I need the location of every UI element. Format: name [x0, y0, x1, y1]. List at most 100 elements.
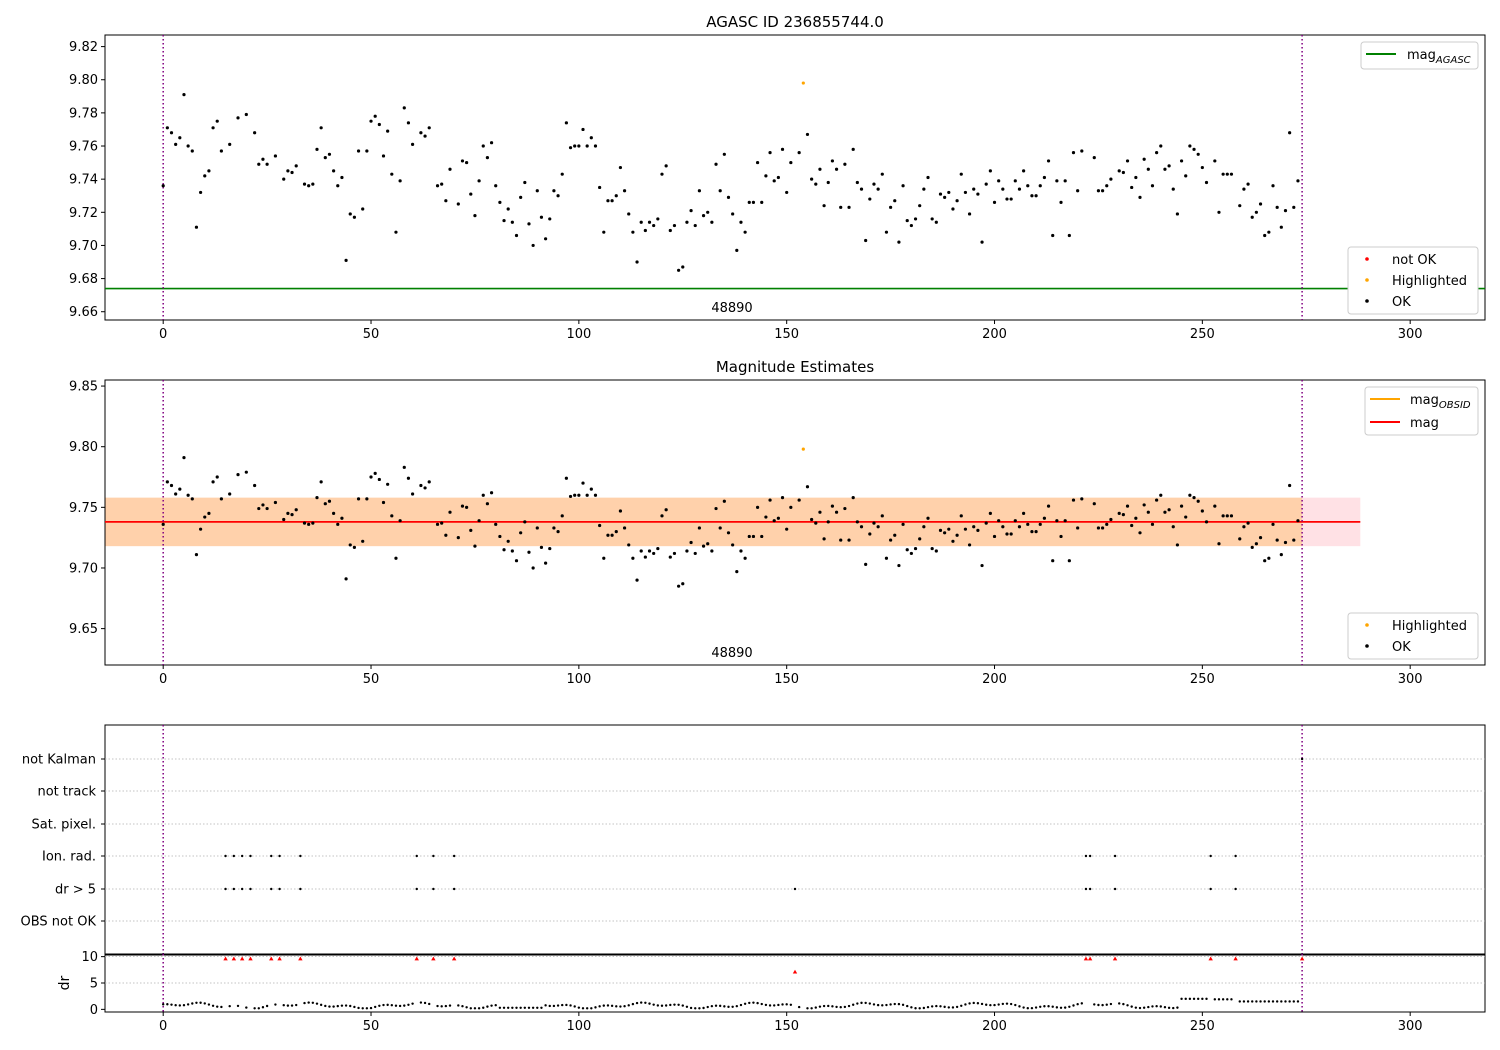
dr-point — [1230, 998, 1233, 1001]
dr-point — [216, 1005, 219, 1008]
dr-point — [398, 1004, 402, 1008]
y-tick-label: 5 — [90, 977, 98, 992]
dr-point — [831, 1005, 834, 1008]
ok-point — [868, 197, 872, 201]
flag-marker — [270, 887, 273, 891]
dr-outlier-marker — [414, 956, 419, 961]
ok-point — [656, 217, 660, 221]
ok-point — [934, 220, 938, 224]
ok-point — [473, 214, 477, 218]
dr-point — [980, 1002, 984, 1006]
dr-point — [1105, 1003, 1108, 1006]
ok-point — [244, 112, 248, 117]
ok-point — [677, 584, 681, 588]
dr-outlier-marker — [1208, 956, 1213, 961]
dr-outlier-marker — [1083, 956, 1089, 961]
ok-point — [1001, 525, 1005, 529]
dr-point — [174, 1003, 177, 1007]
ok-point — [1100, 189, 1105, 193]
ok-point — [460, 504, 465, 508]
dr-point — [906, 1004, 909, 1008]
ok-point — [203, 174, 207, 178]
ok-point — [951, 539, 955, 543]
dr-point — [1118, 1002, 1121, 1005]
ok-point — [456, 536, 460, 540]
ok-point — [423, 134, 427, 138]
dr-point — [344, 1004, 348, 1007]
ok-point — [560, 172, 564, 176]
ok-point — [627, 212, 631, 216]
ok-point — [585, 144, 589, 148]
dr-point — [386, 1003, 389, 1007]
ok-point — [1046, 504, 1051, 508]
dr-point — [640, 1001, 643, 1004]
ok-point — [810, 177, 814, 181]
dr-point — [731, 1005, 734, 1009]
dr-point — [236, 1004, 240, 1008]
x-tick-label: 50 — [363, 327, 380, 342]
ok-point — [1030, 529, 1034, 534]
ok-point — [1071, 498, 1076, 502]
ok-point — [1013, 519, 1017, 523]
ok-point — [1042, 516, 1046, 520]
dr-point — [290, 1004, 294, 1007]
ok-point — [1146, 510, 1150, 514]
dr-point — [569, 1004, 572, 1007]
ok-point — [1292, 205, 1296, 209]
dr-point — [623, 1005, 626, 1008]
x-tick-label: 150 — [774, 672, 799, 687]
ok-point — [1055, 179, 1059, 183]
ok-point — [826, 180, 830, 185]
ok-point — [772, 179, 776, 183]
ok-point — [660, 172, 664, 176]
ok-point — [818, 167, 822, 171]
ok-point — [506, 207, 510, 211]
ok-point — [1175, 212, 1180, 216]
ok-point — [859, 187, 864, 191]
ok-point — [706, 210, 710, 214]
ok-point — [398, 179, 402, 183]
dr-outlier-marker — [248, 956, 253, 961]
ok-point — [381, 154, 386, 158]
panel1-legend-agasc: magAGASC — [1360, 41, 1479, 70]
ok-point — [169, 131, 174, 135]
ok-point — [552, 189, 556, 193]
ok-point — [1076, 526, 1080, 530]
ok-point — [211, 480, 215, 484]
ok-point — [1117, 511, 1121, 516]
ok-point — [943, 531, 947, 535]
dr-point — [494, 1003, 497, 1007]
dr-outlier-marker — [792, 969, 798, 974]
panel1-axes-frame — [104, 34, 1486, 321]
ok-point — [548, 546, 552, 551]
ok-point — [344, 258, 348, 262]
dr-point — [191, 1002, 194, 1005]
dr-point — [1280, 1000, 1283, 1003]
dr-point — [818, 1005, 822, 1008]
dr-point — [806, 1007, 809, 1010]
ok-point — [1283, 209, 1288, 213]
ok-point — [506, 539, 510, 543]
flag-marker — [452, 887, 456, 891]
ok-point — [747, 200, 751, 204]
legend-mag-label: mag — [1410, 416, 1439, 431]
ok-point — [1117, 169, 1121, 173]
ok-point — [1026, 184, 1030, 188]
dr-point — [681, 1004, 684, 1007]
ok-point — [494, 184, 498, 188]
ok-point — [1192, 147, 1196, 151]
dr-point — [477, 1007, 481, 1010]
ok-point — [465, 505, 469, 509]
ok-point — [1171, 525, 1175, 529]
dr-point — [502, 1006, 506, 1009]
ok-point — [818, 510, 822, 514]
dr-point — [577, 1006, 581, 1009]
dr-point — [1043, 1005, 1046, 1008]
magnitude-estimates-panel: Magnitude Estimates 0 50 100 150 200 250 300 9.… — [69, 358, 1486, 687]
x-tick-label: 250 — [1190, 1019, 1215, 1034]
x-tick-label: 300 — [1398, 672, 1423, 687]
ok-point — [440, 521, 444, 525]
dr-point — [1034, 1006, 1038, 1009]
ok-point — [706, 542, 710, 546]
ok-point — [1275, 205, 1279, 209]
